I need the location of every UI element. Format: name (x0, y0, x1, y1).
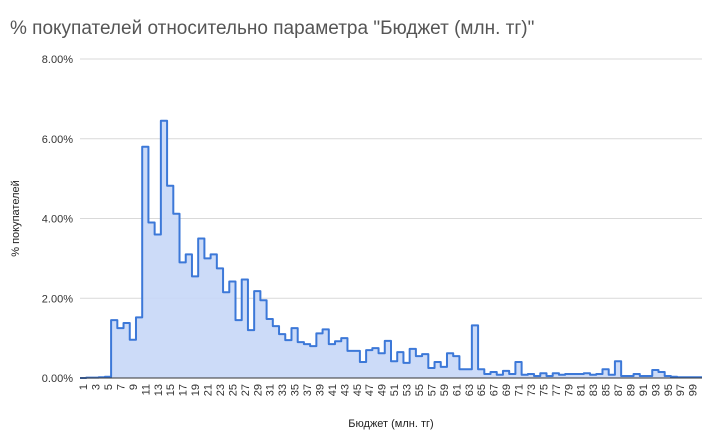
y-axis-ticks: 0.00% 2.00% 4.00% 6.00% 8.00% (42, 54, 73, 385)
x-tick-label: 41 (327, 384, 339, 396)
x-tick-label: 61 (451, 384, 463, 396)
x-tick-label: 67 (489, 384, 501, 396)
x-tick-label: 47 (364, 384, 376, 396)
x-tick-label: 81 (576, 384, 588, 396)
x-tick-label: 83 (588, 384, 600, 396)
x-tick-label: 21 (203, 384, 215, 396)
x-tick-label: 87 (613, 384, 625, 396)
series-area (80, 120, 702, 378)
x-tick-label: 49 (377, 384, 389, 396)
x-tick-label: 79 (563, 384, 575, 396)
x-tick-label: 15 (165, 384, 177, 396)
y-axis-label: % покупателей (10, 180, 22, 257)
x-tick-label: 11 (140, 384, 152, 395)
x-tick-label: 91 (638, 384, 650, 396)
x-tick-label: 45 (352, 384, 364, 396)
x-tick-label: 51 (389, 384, 401, 396)
x-tick-label: 3 (91, 384, 103, 390)
x-tick-label: 73 (526, 384, 538, 396)
x-tick-label: 93 (650, 384, 662, 396)
x-tick-label: 7 (115, 384, 127, 390)
x-tick-label: 17 (178, 384, 190, 396)
x-tick-label: 33 (277, 384, 289, 396)
x-tick-label: 5 (103, 384, 115, 390)
y-tick-label: 4.00% (42, 214, 73, 226)
chart-title: % покупателей относительно параметра "Бю… (10, 18, 535, 39)
x-tick-label: 1 (78, 384, 90, 390)
x-tick-label: 13 (153, 384, 165, 396)
x-tick-label: 59 (439, 384, 451, 396)
x-tick-label: 77 (551, 384, 563, 396)
x-tick-label: 71 (514, 384, 526, 396)
x-tick-label: 57 (426, 384, 438, 396)
x-tick-label: 99 (688, 384, 700, 396)
x-tick-label: 75 (538, 384, 550, 396)
y-tick-label: 8.00% (42, 54, 73, 66)
series-line (80, 119, 702, 379)
x-tick-label: 29 (252, 384, 264, 396)
x-tick-label: 39 (314, 384, 326, 396)
x-tick-label: 85 (601, 384, 613, 396)
x-tick-label: 19 (190, 384, 202, 396)
x-tick-label: 65 (476, 384, 488, 396)
x-tick-label: 37 (302, 384, 314, 396)
x-axis-ticks: 1 3 5 7 9 11 13 15 17 19 21 23 25 27 29 31 33 35 37 39 41 43 4… (78, 384, 700, 396)
x-tick-label: 53 (402, 384, 414, 396)
y-tick-label: 0.00% (42, 373, 73, 385)
x-tick-label: 55 (414, 384, 426, 396)
x-tick-label: 35 (290, 384, 302, 396)
x-tick-label: 69 (501, 384, 513, 396)
x-tick-label: 43 (339, 384, 351, 396)
y-tick-label: 2.00% (42, 293, 73, 305)
x-tick-label: 95 (663, 384, 675, 396)
x-tick-label: 97 (675, 384, 687, 396)
y-tick-label: 6.00% (42, 134, 73, 146)
x-axis-label: Бюджет (млн. тг) (348, 418, 433, 430)
x-tick-label: 25 (227, 384, 239, 396)
x-tick-label: 63 (464, 384, 476, 396)
x-tick-label: 89 (625, 384, 637, 396)
x-tick-label: 9 (128, 384, 140, 390)
x-tick-label: 31 (265, 384, 277, 396)
x-tick-label: 23 (215, 384, 227, 396)
x-tick-label: 27 (240, 384, 252, 396)
